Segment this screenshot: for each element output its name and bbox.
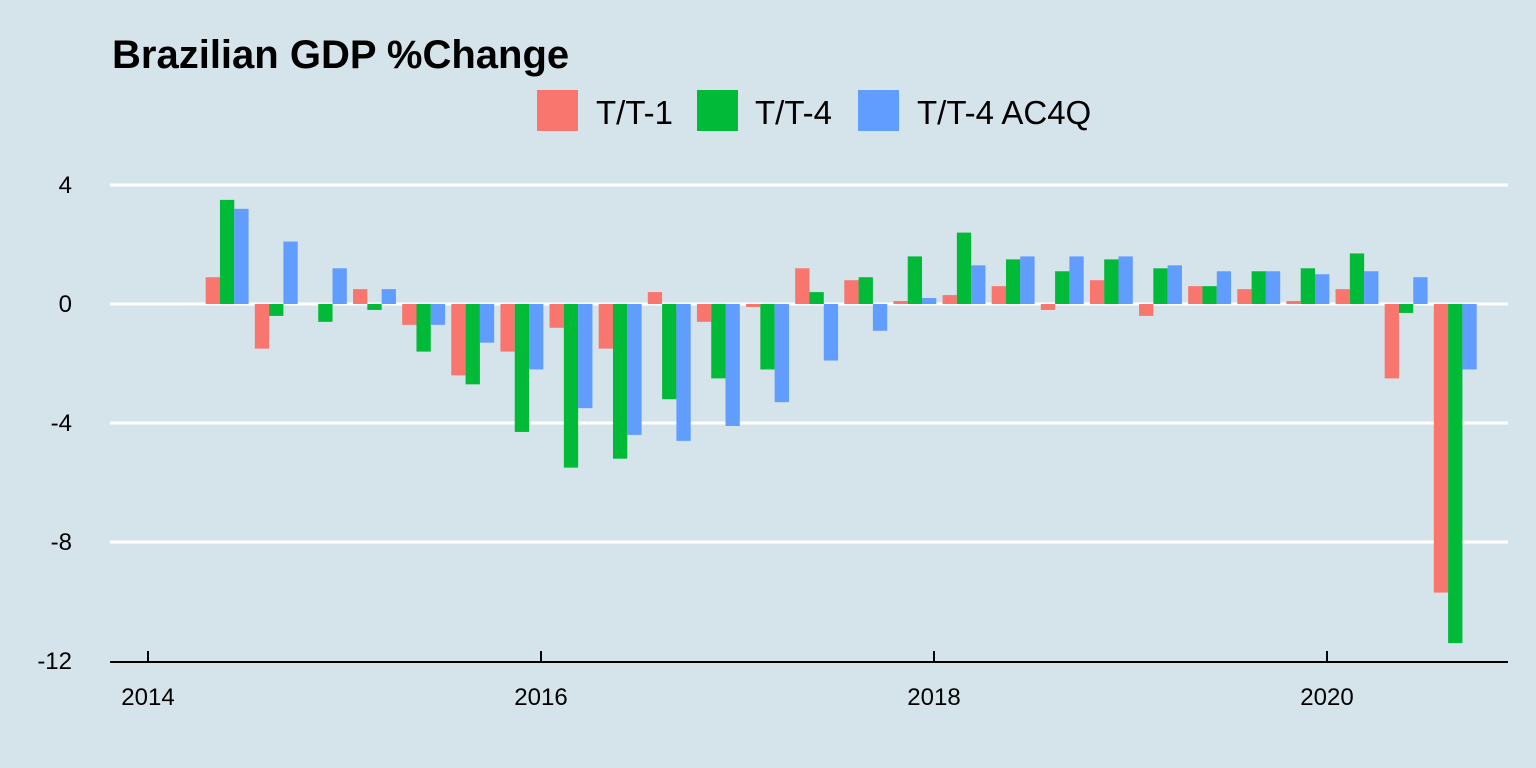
bar-t-t-4-ac4q: [872, 304, 888, 331]
bar-t-t-4-ac4q: [381, 289, 396, 305]
bar-t-t-4-ac4q: [627, 304, 642, 435]
bar-t-t-1: [893, 301, 908, 304]
bar-t-t-1: [942, 295, 957, 304]
legend-label-t-t-4: T/T-4: [755, 94, 832, 131]
bar-t-t-4-ac4q: [823, 304, 839, 361]
bar-t-t-4: [269, 304, 284, 316]
bar-t-t-4: [465, 304, 480, 385]
bar-t-t-4: [858, 277, 873, 304]
bar-t-t-4: [1300, 268, 1316, 304]
legend-swatch-t-t-1: [537, 90, 578, 131]
bar-t-t-4-ac4q: [1216, 271, 1232, 304]
bars: [205, 199, 1477, 644]
bar-t-t-4: [219, 199, 235, 305]
bar-t-t-4-ac4q: [430, 304, 446, 325]
bar-t-t-4-ac4q: [971, 265, 986, 304]
bar-t-t-4: [1251, 271, 1266, 304]
bar-t-t-4: [809, 292, 824, 304]
legend-swatch-t-t-4-ac4q: [858, 90, 899, 131]
bar-t-t-1: [647, 292, 663, 304]
bar-t-t-4: [907, 256, 923, 304]
bar-t-t-4: [1005, 259, 1021, 305]
legend-label-t-t-4-ac4q: T/T-4 AC4Q: [917, 94, 1091, 131]
legend: T/T-1 T/T-4 T/T-4 AC4Q: [537, 90, 1091, 131]
bar-t-t-4: [1202, 286, 1217, 304]
bar-t-t-4-ac4q: [1069, 256, 1084, 304]
x-tick-label: 2020: [1300, 684, 1353, 711]
bar-t-t-4: [514, 304, 530, 432]
bar-t-t-1: [549, 304, 564, 328]
bar-t-t-4-ac4q: [774, 304, 789, 403]
bar-t-t-4: [711, 304, 726, 379]
legend-label-t-t-1: T/T-1: [596, 94, 673, 131]
bar-t-t-4: [1104, 259, 1119, 305]
bar-t-t-4: [1055, 271, 1070, 304]
bar-t-t-1: [205, 277, 220, 304]
bar-t-t-4-ac4q: [1167, 265, 1182, 304]
bar-t-t-4-ac4q: [529, 304, 544, 370]
bar-t-t-4: [1398, 304, 1414, 313]
bar-t-t-1: [844, 280, 859, 304]
y-tick-label: -12: [37, 648, 72, 675]
bar-t-t-4-ac4q: [1364, 271, 1379, 304]
bar-t-t-4-ac4q: [1315, 274, 1330, 304]
bar-t-t-4-ac4q: [676, 304, 691, 441]
y-tick-label: -4: [51, 410, 72, 437]
bar-t-t-4-ac4q: [1462, 304, 1477, 370]
bar-t-t-4-ac4q: [332, 268, 347, 304]
bar-t-t-4-ac4q: [725, 304, 740, 426]
bar-t-t-4: [956, 232, 972, 304]
bar-t-t-4: [563, 304, 579, 468]
chart-title: Brazilian GDP %Change: [112, 33, 569, 77]
y-tick-label: 0: [59, 291, 72, 318]
bar-t-t-4-ac4q: [1265, 271, 1281, 304]
bar-t-t-4-ac4q: [1118, 256, 1133, 304]
bar-t-t-4-ac4q: [1413, 277, 1428, 304]
bar-t-t-4: [318, 304, 333, 322]
x-tick-label: 2016: [514, 684, 567, 711]
bar-t-t-1: [795, 268, 810, 304]
bar-t-t-1: [1139, 304, 1154, 316]
bar-t-t-4: [612, 304, 628, 459]
bar-t-t-1: [1433, 304, 1449, 593]
bar-t-t-1: [254, 304, 270, 349]
bar-t-t-4-ac4q: [283, 241, 298, 304]
bar-t-t-4-ac4q: [479, 304, 495, 343]
bar-t-t-1: [1237, 289, 1252, 305]
bar-t-t-1: [500, 304, 515, 352]
bar-t-t-1: [696, 304, 712, 322]
bar-t-t-4: [760, 304, 775, 370]
bar-t-t-1: [1188, 286, 1203, 304]
bar-t-t-1: [746, 304, 761, 307]
bar-t-t-4-ac4q: [234, 208, 249, 304]
bar-t-t-4: [1153, 268, 1168, 304]
x-tick-label: 2014: [121, 684, 174, 711]
bar-t-t-4: [662, 304, 677, 400]
bar-t-t-4-ac4q: [922, 298, 937, 304]
bar-t-t-1: [598, 304, 613, 349]
bar-t-t-1: [1384, 304, 1399, 379]
axes: 2014 2016 2018 2020: [110, 651, 1508, 711]
bar-t-t-4-ac4q: [1020, 256, 1035, 304]
bar-t-t-4: [1349, 253, 1365, 304]
bar-t-t-1: [1286, 301, 1301, 304]
bar-t-t-1: [451, 304, 466, 376]
bar-t-t-1: [1040, 304, 1056, 310]
x-tick-label: 2018: [907, 684, 960, 711]
bar-t-t-4: [367, 304, 382, 310]
bar-t-t-1: [1335, 289, 1350, 305]
bar-t-t-1: [402, 304, 417, 325]
bar-t-t-1: [1089, 280, 1105, 304]
bar-t-t-1: [353, 289, 368, 305]
y-tick-label: 4: [59, 172, 72, 199]
bar-t-t-1: [991, 286, 1006, 304]
legend-swatch-t-t-4: [697, 90, 738, 131]
bar-t-t-4: [1448, 304, 1463, 644]
bar-t-t-4: [416, 304, 431, 352]
bar-t-t-4-ac4q: [578, 304, 593, 409]
y-tick-label: -8: [51, 529, 72, 556]
